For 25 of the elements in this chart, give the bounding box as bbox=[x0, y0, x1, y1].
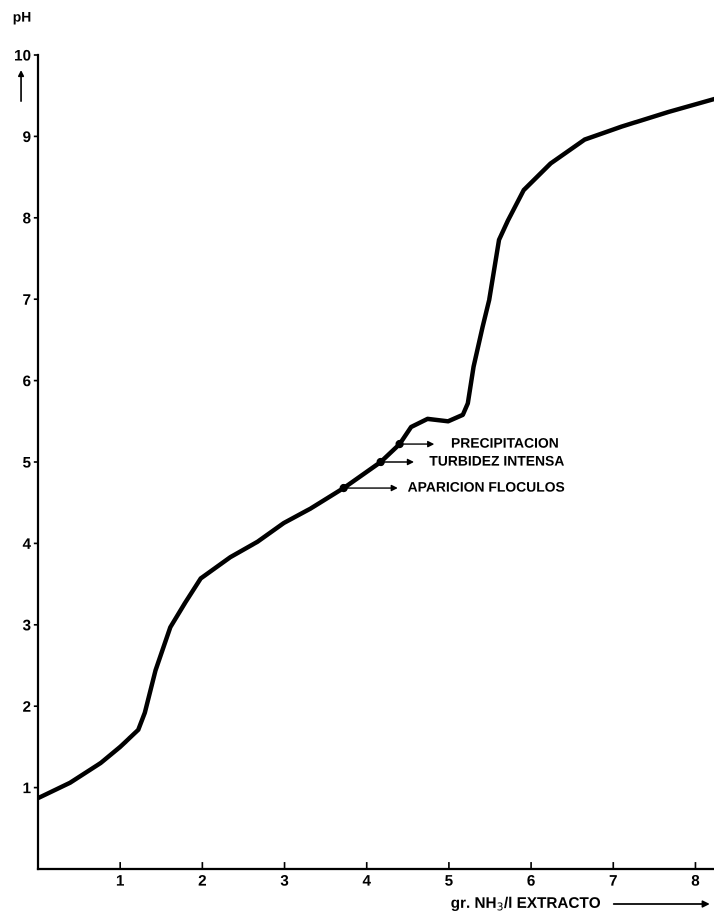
x-tick-label: 1 bbox=[116, 875, 124, 886]
y-tick-label: 1 bbox=[24, 782, 31, 794]
y-tick-label: 9 bbox=[23, 131, 30, 142]
y-tick-label: 5 bbox=[23, 457, 31, 468]
x-axis-title: gr. NH$_{3}$/l EXTRACTO bbox=[451, 896, 600, 912]
y-axis-title: pH bbox=[14, 12, 30, 24]
annotation: PRECIPITACION bbox=[452, 438, 558, 448]
y-tick-label: 8 bbox=[23, 212, 31, 224]
x-tick-label: 8 bbox=[692, 874, 700, 886]
annotation: APARICION FLOCULOS bbox=[408, 482, 564, 492]
y-tick-label: 10 bbox=[15, 50, 30, 61]
x-tick-label: 3 bbox=[280, 874, 288, 886]
y-tick-label: 7 bbox=[23, 294, 30, 305]
point bbox=[340, 484, 348, 492]
y-tick-label: 4 bbox=[22, 538, 31, 549]
x-tick-label: 6 bbox=[527, 874, 535, 886]
y-tick-label: 2 bbox=[23, 701, 30, 712]
y-tick-label: 6 bbox=[23, 375, 31, 386]
annotation: TURBIDEZ INTENSA bbox=[429, 456, 564, 466]
x-tick-label: 4 bbox=[362, 875, 371, 886]
y-tick-label: 3 bbox=[22, 620, 31, 631]
point bbox=[376, 458, 385, 466]
x-tick-label: 2 bbox=[198, 874, 206, 886]
x-tick-label: 5 bbox=[445, 875, 453, 886]
x-tick-label: 7 bbox=[610, 875, 617, 886]
